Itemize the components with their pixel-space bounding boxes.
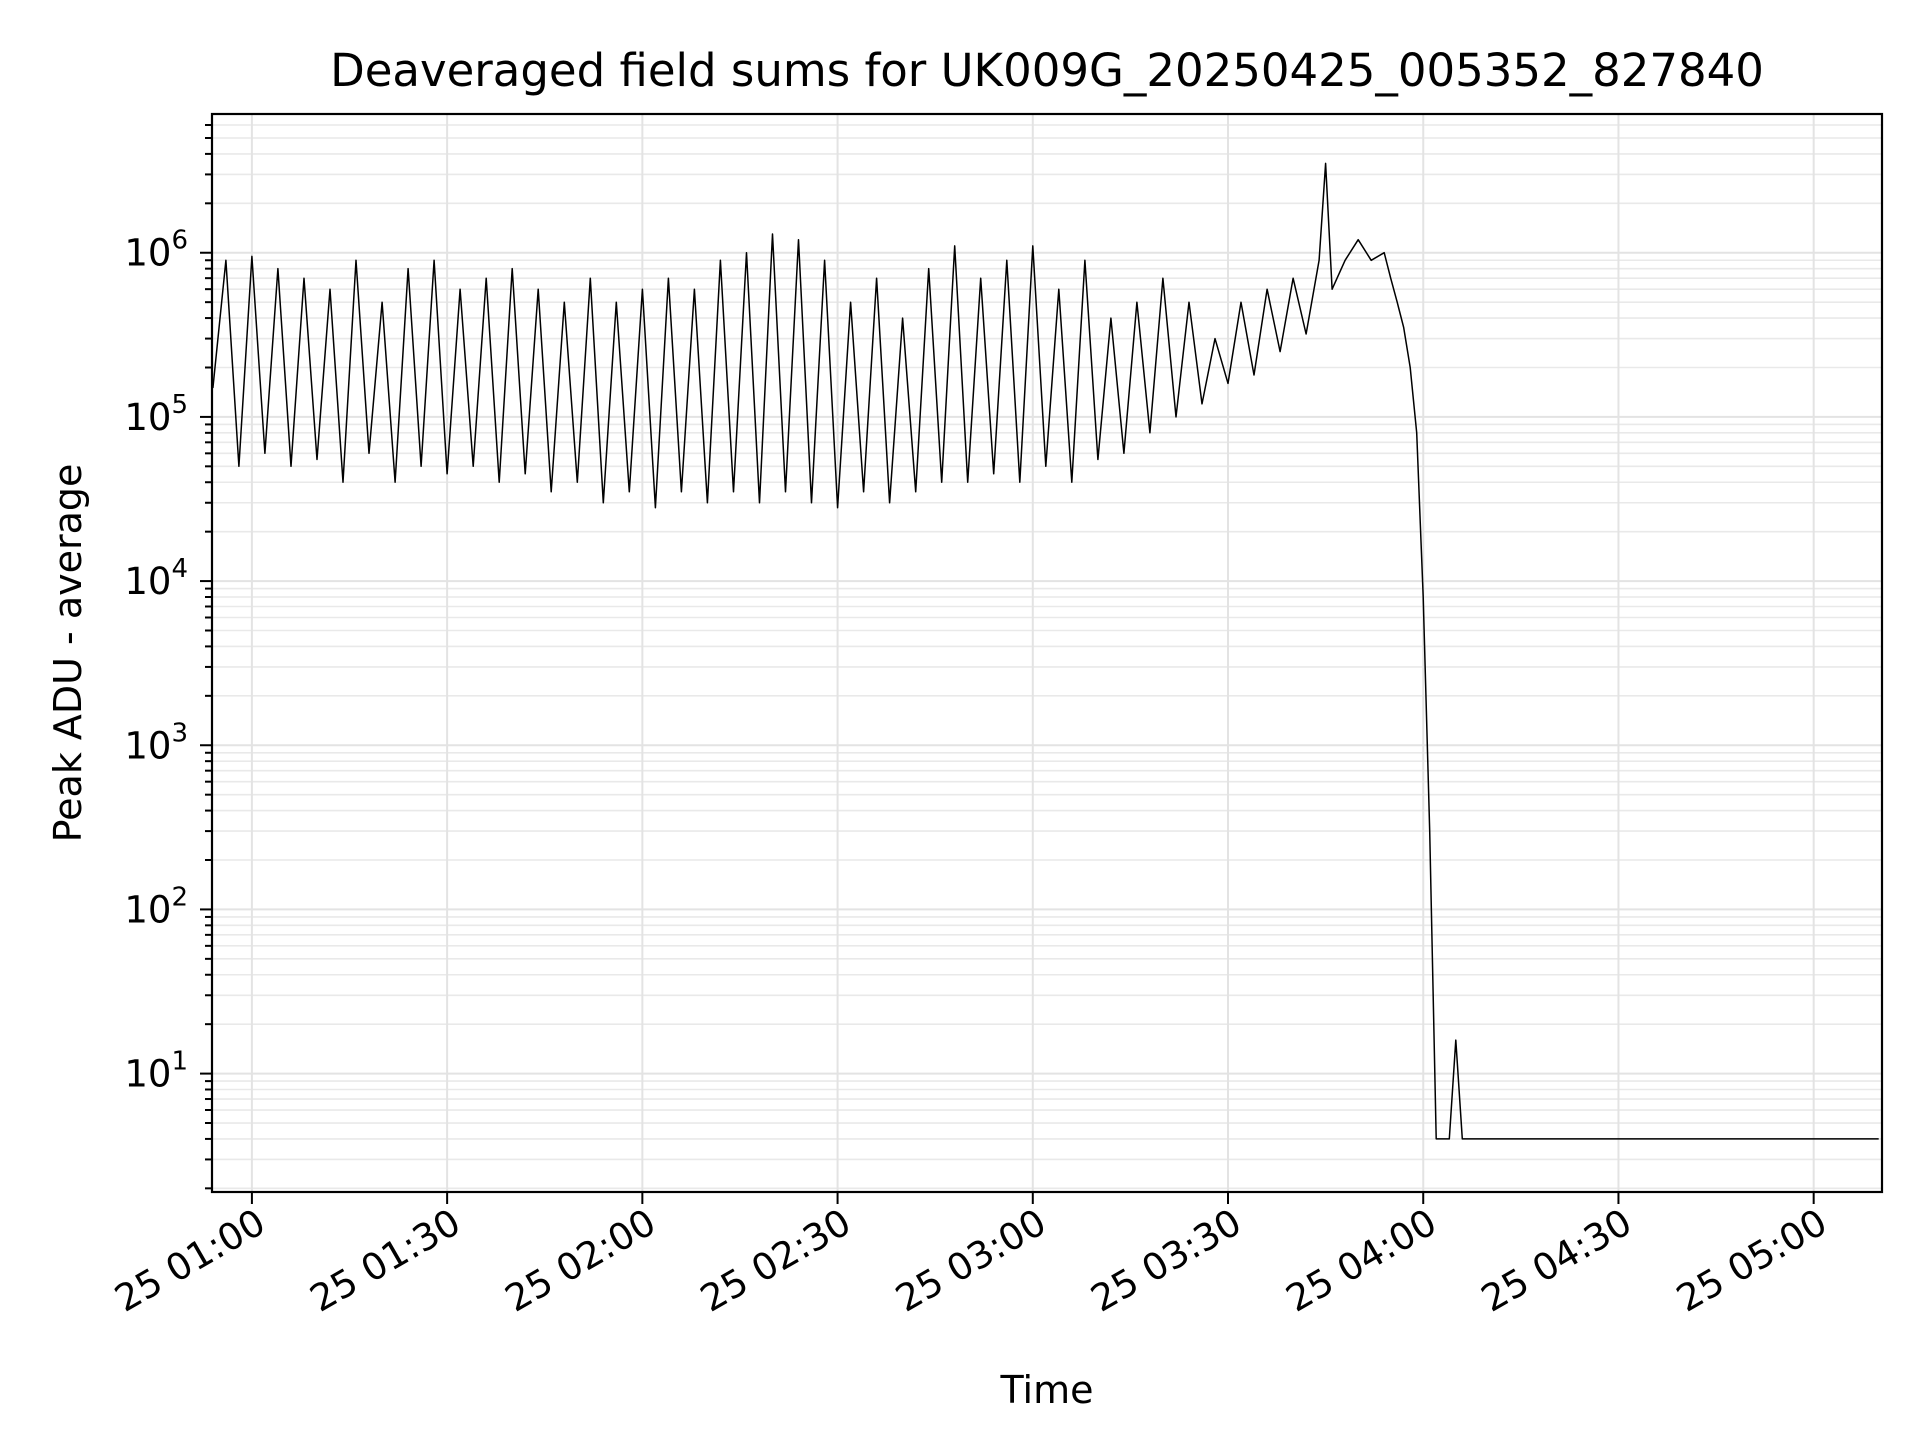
plot-frame — [210, 112, 1884, 1194]
series-line — [212, 162, 1879, 1140]
y-tick-base: 10 — [124, 396, 171, 439]
y-tick-base: 10 — [124, 1053, 171, 1096]
y-tick-label: 102 — [124, 882, 188, 931]
y-tick-label: 101 — [124, 1047, 188, 1096]
y-tick-base: 10 — [124, 232, 171, 275]
y-tick-label: 105 — [124, 390, 188, 439]
x-axis-label: Time — [1000, 1368, 1094, 1412]
y-tick-label: 106 — [124, 226, 188, 275]
series-layer — [212, 162, 1879, 1140]
y-tick-base: 10 — [124, 724, 171, 767]
y-axis-label: Peak ADU - average — [46, 464, 90, 843]
y-tick-exponent: 4 — [171, 554, 188, 584]
y-tick-label: 103 — [124, 718, 188, 767]
chart-title: Deaveraged field sums for UK009G_2025042… — [330, 44, 1764, 97]
y-tick-exponent: 2 — [171, 882, 188, 912]
minor-gridlines — [212, 124, 1882, 1190]
axis-ticks — [200, 123, 1815, 1204]
y-tick-exponent: 3 — [171, 718, 188, 748]
y-tick-exponent: 6 — [171, 226, 188, 256]
y-tick-base: 10 — [124, 888, 171, 931]
y-tick-label: 104 — [124, 554, 188, 603]
y-tick-exponent: 5 — [171, 390, 188, 420]
y-tick-base: 10 — [124, 560, 171, 603]
y-tick-exponent: 1 — [171, 1047, 188, 1077]
